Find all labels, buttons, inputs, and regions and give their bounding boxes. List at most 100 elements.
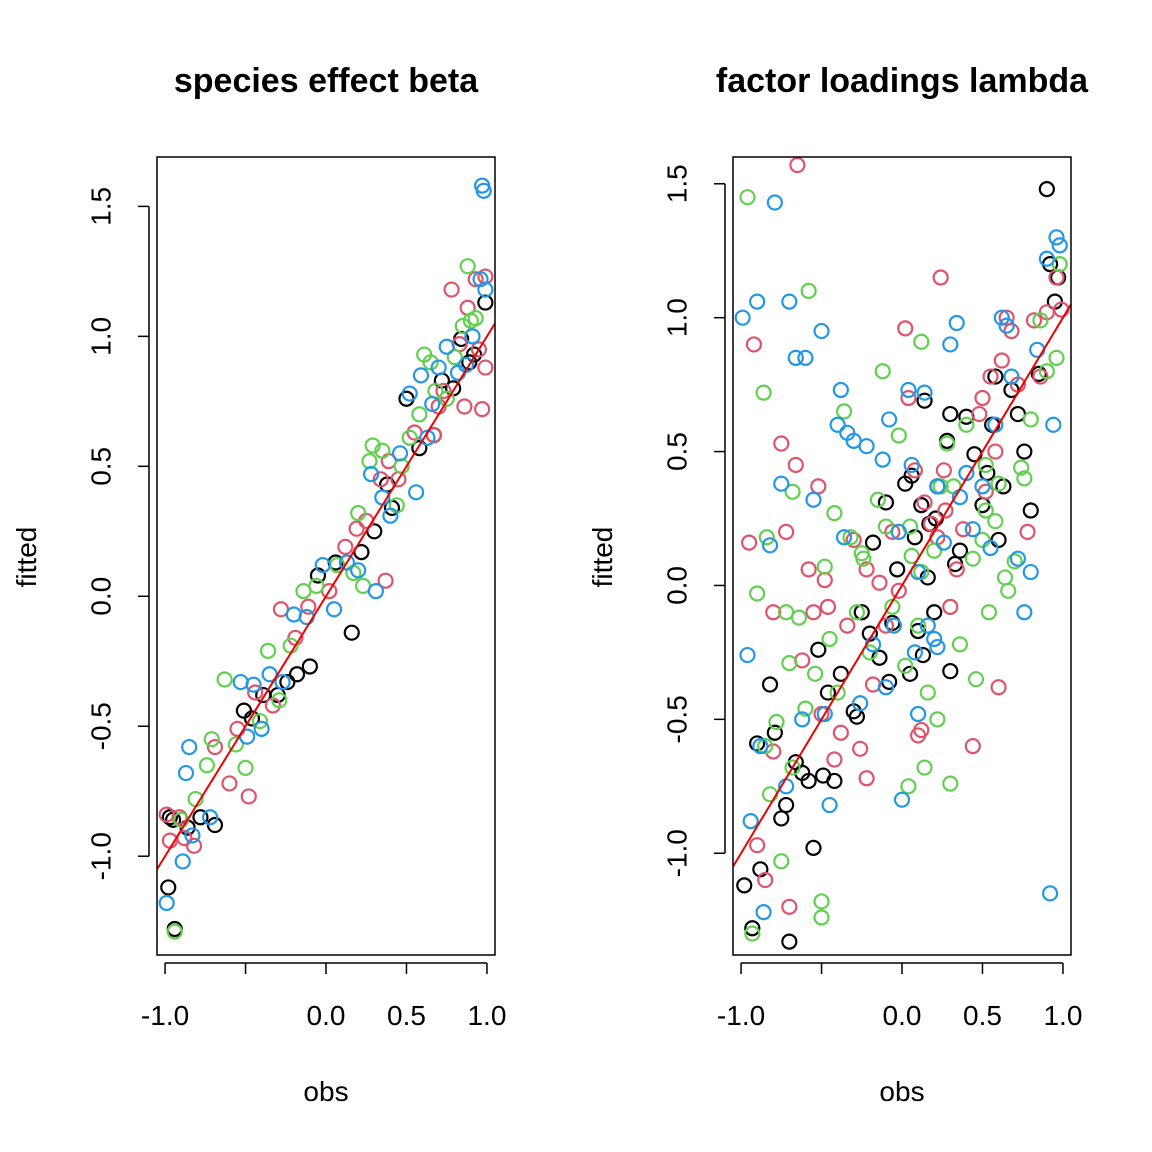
data-point bbox=[467, 310, 484, 327]
data-point bbox=[900, 389, 917, 407]
data-point bbox=[474, 401, 491, 418]
data-point bbox=[874, 363, 891, 380]
data-point bbox=[797, 700, 814, 717]
data-point bbox=[1000, 582, 1017, 599]
data-point bbox=[826, 751, 843, 768]
data-point bbox=[781, 293, 798, 310]
data-point bbox=[752, 738, 769, 755]
data-point bbox=[784, 483, 801, 500]
data-point bbox=[926, 630, 943, 648]
data-point bbox=[1048, 229, 1065, 246]
data-point bbox=[996, 569, 1014, 586]
data-point bbox=[206, 738, 224, 756]
data-point bbox=[935, 462, 952, 479]
data-point bbox=[181, 738, 198, 756]
reference-line-layer bbox=[733, 303, 1071, 868]
y-tick-label: 0.0 bbox=[662, 566, 693, 605]
data-point bbox=[1038, 181, 1055, 198]
data-point bbox=[177, 764, 195, 782]
y-tick-label: 1.5 bbox=[662, 164, 693, 203]
data-point bbox=[773, 853, 790, 870]
data-point bbox=[243, 710, 261, 727]
data-point bbox=[964, 738, 981, 755]
data-point bbox=[761, 676, 779, 693]
data-point bbox=[1048, 349, 1065, 366]
data-point bbox=[1029, 341, 1046, 358]
data-point bbox=[781, 933, 798, 950]
plot-frame bbox=[156, 156, 496, 956]
data-point bbox=[465, 346, 483, 363]
data-point bbox=[929, 638, 946, 656]
data-point bbox=[903, 456, 920, 474]
reference-line bbox=[157, 322, 495, 870]
data-point bbox=[343, 624, 360, 641]
data-point bbox=[1022, 411, 1039, 428]
data-point bbox=[790, 609, 808, 626]
data-point bbox=[288, 666, 306, 683]
data-point bbox=[977, 456, 994, 474]
data-point bbox=[794, 652, 811, 669]
data-point bbox=[848, 604, 866, 621]
data-point bbox=[842, 529, 859, 546]
data-point bbox=[810, 478, 827, 495]
data-point bbox=[1003, 322, 1020, 340]
data-point bbox=[761, 786, 779, 803]
data-point bbox=[852, 695, 869, 712]
data-point bbox=[739, 646, 756, 664]
data-point bbox=[832, 381, 849, 399]
data-point bbox=[459, 258, 476, 275]
data-point bbox=[229, 720, 246, 737]
data-point bbox=[438, 390, 455, 407]
y-tick-label: 1.0 bbox=[86, 317, 117, 356]
data-point bbox=[897, 320, 914, 337]
data-point bbox=[449, 364, 467, 381]
data-point bbox=[1016, 470, 1033, 487]
data-point bbox=[247, 684, 264, 701]
data-point bbox=[773, 435, 790, 452]
data-point bbox=[477, 281, 494, 298]
data-point bbox=[773, 475, 790, 492]
data-point bbox=[869, 491, 886, 508]
data-point bbox=[874, 451, 891, 468]
data-point bbox=[358, 512, 375, 530]
x-tick-label: -1.0 bbox=[717, 1000, 765, 1031]
data-point bbox=[377, 572, 394, 589]
x-tick-label: 1.0 bbox=[467, 1000, 506, 1031]
data-point bbox=[890, 427, 907, 444]
data-point bbox=[227, 736, 244, 753]
data-point bbox=[412, 367, 430, 384]
data-point bbox=[781, 655, 798, 672]
data-point bbox=[853, 604, 870, 621]
data-point bbox=[237, 759, 254, 776]
data-point bbox=[964, 550, 981, 567]
data-point bbox=[781, 898, 798, 915]
data-point bbox=[980, 604, 998, 621]
data-point bbox=[858, 770, 875, 787]
data-point bbox=[890, 523, 907, 540]
data-point bbox=[966, 446, 983, 463]
data-point bbox=[906, 644, 923, 661]
data-point bbox=[298, 608, 315, 626]
data-point bbox=[964, 521, 981, 538]
data-point bbox=[1006, 553, 1023, 570]
data-point bbox=[745, 336, 763, 353]
y-tick-label: -0.5 bbox=[662, 695, 693, 743]
data-point bbox=[829, 684, 846, 701]
data-point bbox=[166, 923, 183, 940]
data-point bbox=[929, 478, 946, 495]
data-point bbox=[893, 791, 911, 808]
data-point bbox=[464, 328, 481, 345]
data-point bbox=[998, 317, 1015, 334]
data-point bbox=[1016, 443, 1033, 460]
data-point bbox=[749, 585, 766, 602]
data-point bbox=[800, 561, 817, 578]
data-point bbox=[364, 437, 381, 454]
data-point bbox=[864, 534, 882, 551]
data-point bbox=[901, 665, 919, 682]
x-tick-label: 1.0 bbox=[1043, 1000, 1082, 1031]
data-point bbox=[314, 556, 331, 574]
data-point bbox=[974, 531, 991, 549]
data-point bbox=[942, 336, 959, 353]
y-tick-label: 0.0 bbox=[86, 577, 117, 616]
y-axis: -1.0 -0.5 0.0 0.5 1.0 1.5 bbox=[662, 164, 726, 877]
